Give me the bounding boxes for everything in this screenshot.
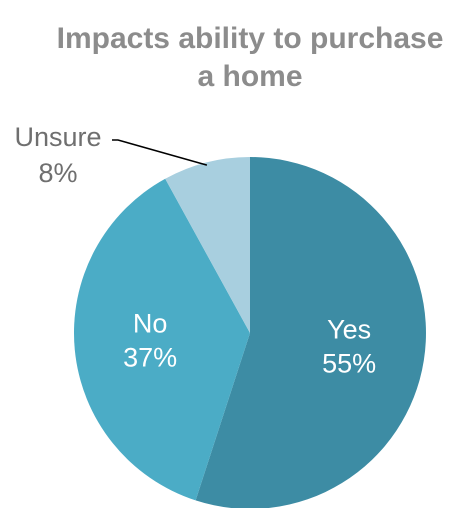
slice-label-no: No: [133, 308, 168, 338]
slice-label-unsure: Unsure: [14, 122, 101, 152]
slice-value-unsure: 8%: [38, 158, 77, 188]
slice-label-yes: Yes: [327, 315, 371, 345]
chart-title-line-1: Impacts ability to purchase: [57, 22, 444, 55]
chart-title-line-2: a home: [197, 60, 302, 93]
leader-line-unsure: [112, 139, 208, 166]
slice-labels: Yes 55% No 37% Unsure 8%: [14, 122, 376, 379]
pie-slice-yes: [195, 157, 426, 508]
pie-slices: [73, 157, 426, 508]
slice-value-yes: 55%: [322, 349, 376, 379]
pie-slice-no: [73, 178, 250, 501]
pie-slice-unsure: [165, 157, 250, 333]
slice-value-no: 37%: [123, 342, 177, 372]
